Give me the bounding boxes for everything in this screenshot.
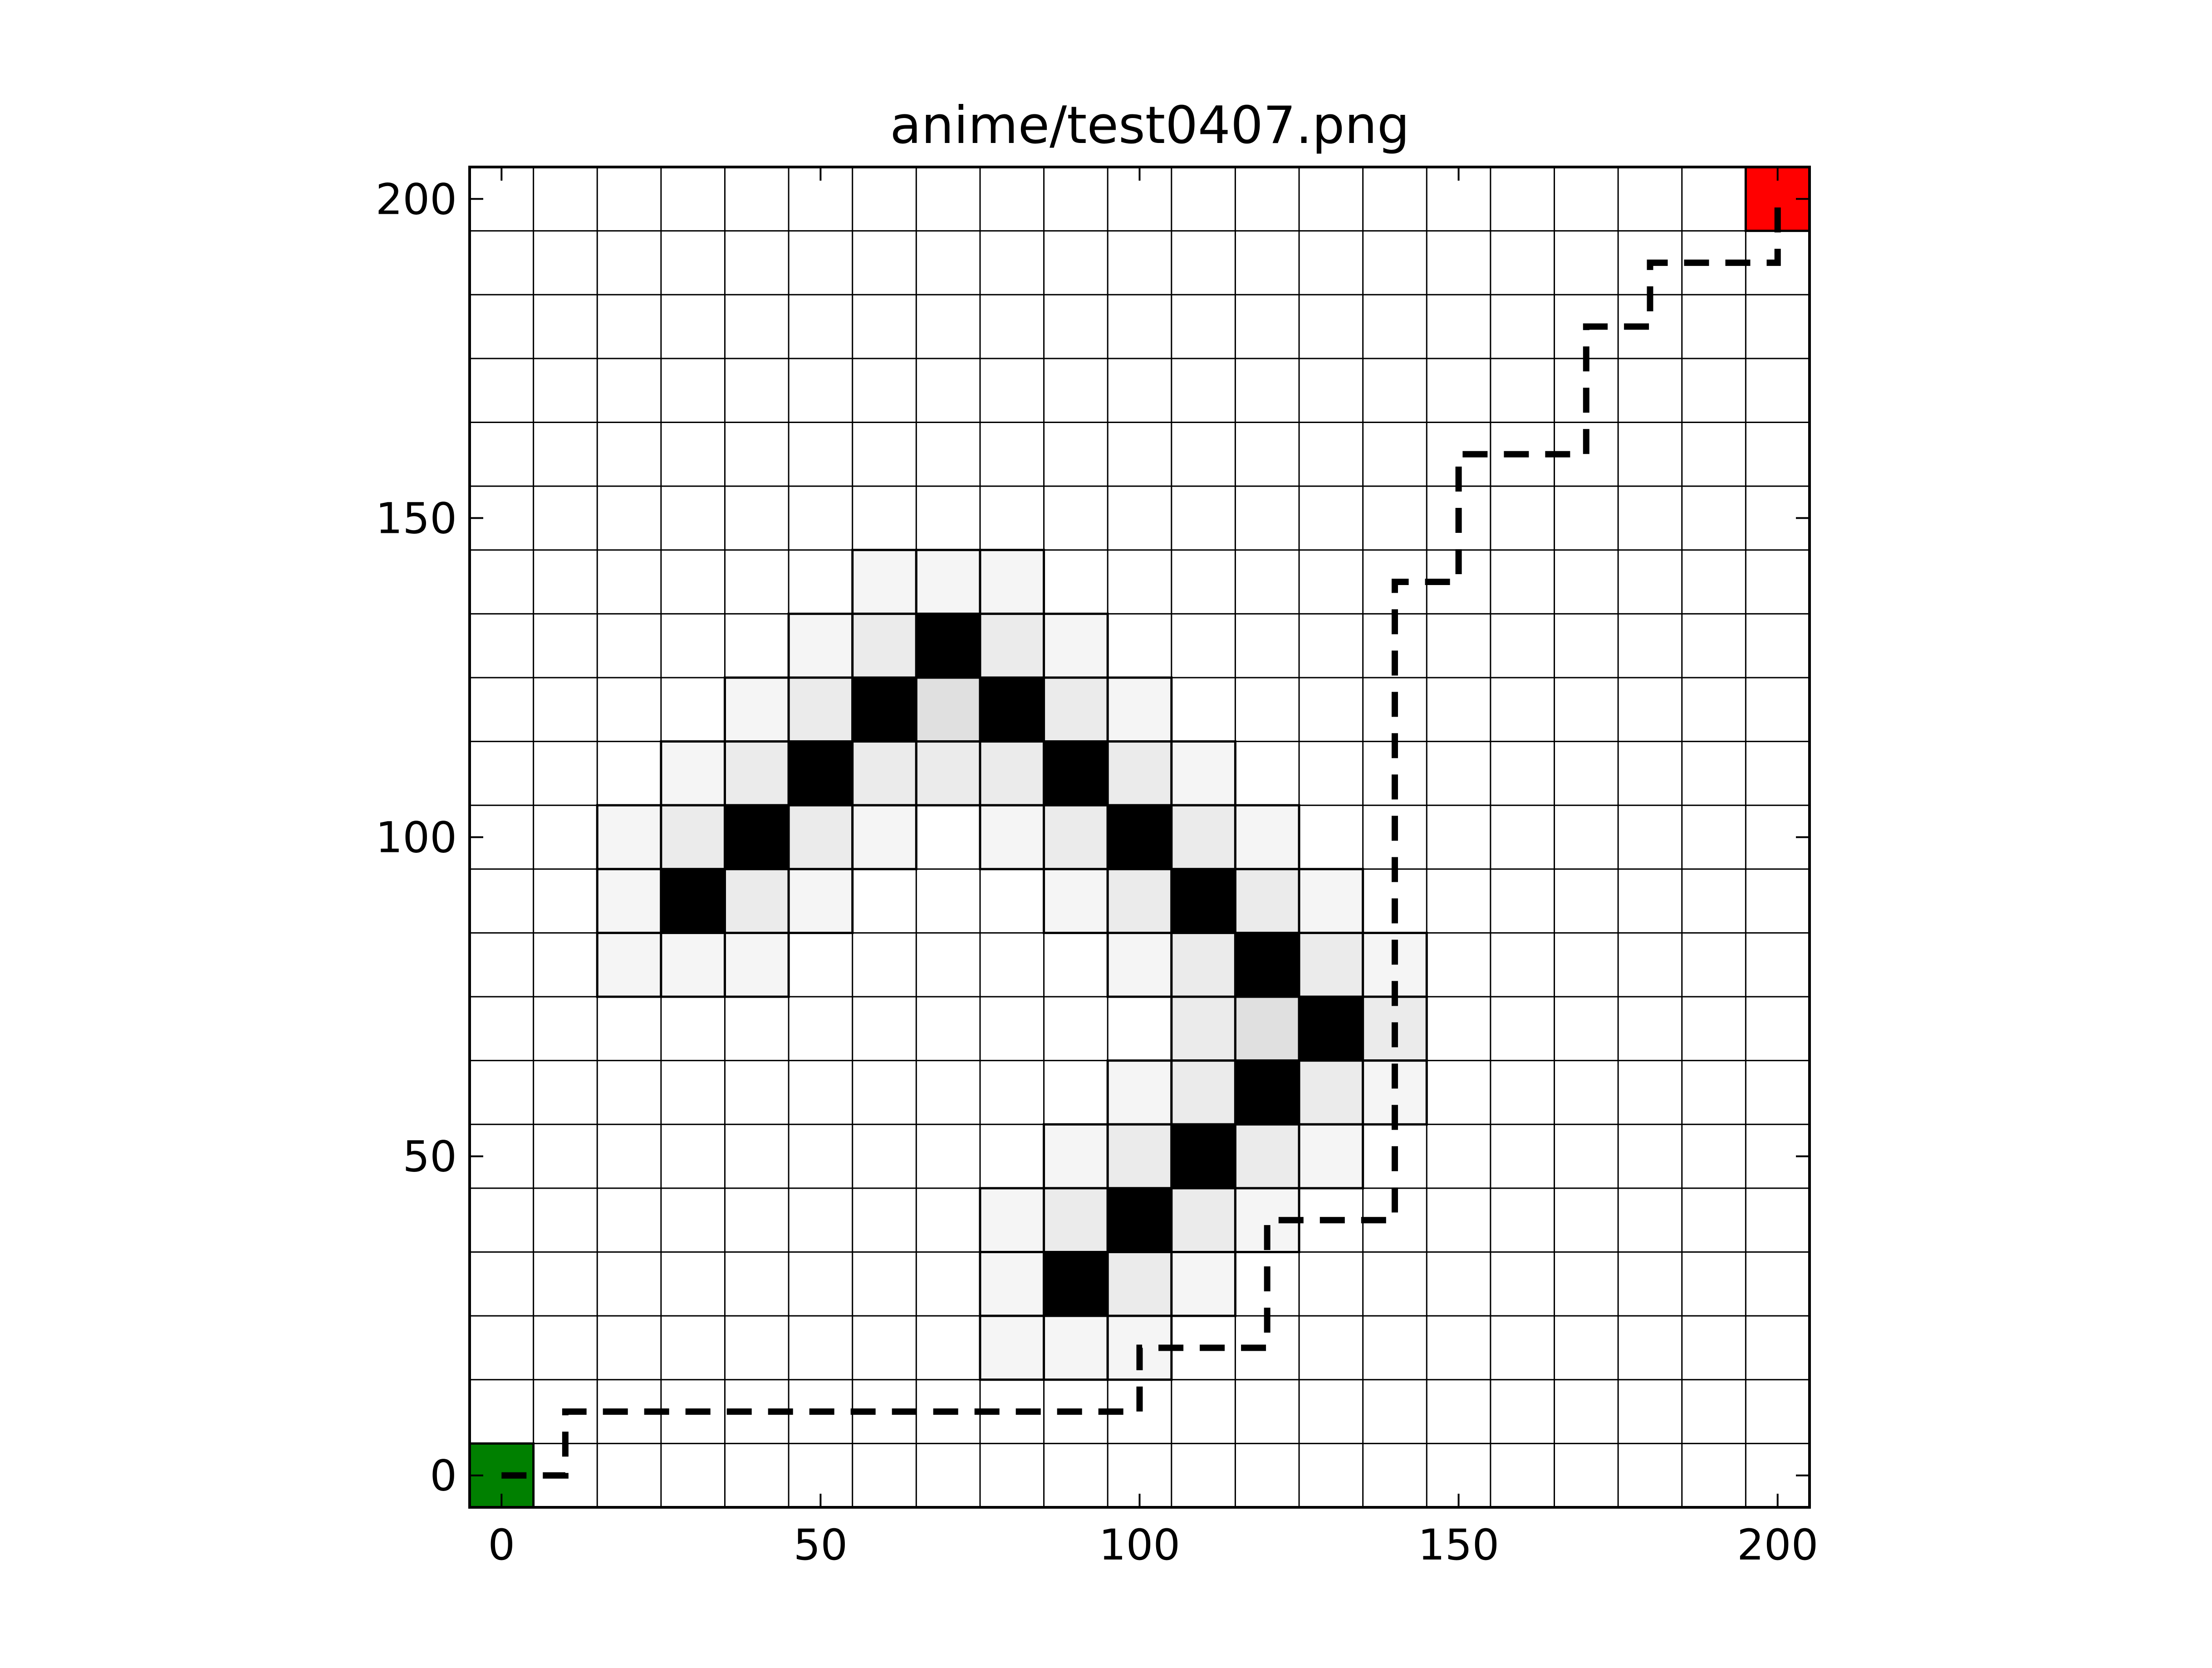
heatmap-cell: [1043, 676, 1109, 743]
heatmap-cell: [1043, 1123, 1109, 1190]
heatmap-cell: [1298, 1123, 1364, 1190]
heatmap-cell: [1106, 868, 1173, 934]
heatmap-cell: [596, 804, 662, 871]
y-tick-label: 0: [430, 1452, 457, 1501]
y-tick-label: 100: [376, 813, 457, 863]
heatmap-cell: [979, 1187, 1045, 1254]
heatmap-cell: [787, 740, 854, 807]
heatmap-cell: [723, 804, 790, 871]
heatmap-cell: [979, 804, 1045, 871]
heatmap-cell: [1106, 804, 1173, 871]
heatmap-cell: [723, 740, 790, 807]
heatmap-cell: [979, 676, 1045, 743]
heatmap-cell: [660, 931, 726, 998]
heatmap-cell: [1170, 1251, 1236, 1317]
heatmap-cell: [596, 868, 662, 934]
heatmap-cell: [1298, 1059, 1364, 1126]
heatmap-cell: [1234, 868, 1300, 934]
heatmap-cell: [851, 549, 917, 615]
heatmap-cell: [787, 612, 854, 679]
heatmap-cell: [660, 740, 726, 807]
heatmap-cell: [1170, 740, 1236, 807]
heatmap-cell: [723, 931, 790, 998]
heatmap-cell: [915, 676, 981, 743]
heatmap-cell: [915, 612, 981, 679]
plot-area: 0 50 100 150 200 0 50 100 150 200: [376, 166, 1818, 1570]
y-tick-label: 150: [376, 494, 457, 543]
heatmap-cell: [915, 740, 981, 807]
heatmap-cell: [1234, 1123, 1300, 1190]
path-line: [501, 199, 1781, 1479]
heatmap-cell: [1106, 676, 1173, 743]
heatmap-cell: [1170, 1187, 1236, 1254]
heatmap-cell: [1170, 1123, 1236, 1190]
x-tick-label: 0: [488, 1520, 515, 1570]
heatmap-cell: [1234, 931, 1300, 998]
heatmap-cell: [1043, 612, 1109, 679]
heatmap-cell: [851, 740, 917, 807]
heatmap-cell: [979, 1314, 1045, 1381]
x-tick-label: 200: [1737, 1520, 1818, 1570]
heatmap-cell: [1106, 931, 1173, 998]
x-tick-label: 100: [1099, 1520, 1180, 1570]
heatmap-cell: [851, 612, 917, 679]
x-tick-label: 50: [794, 1520, 848, 1570]
heatmap-cell: [1043, 1251, 1109, 1317]
heatmap-cell: [1170, 868, 1236, 934]
heatmap-cell: [723, 868, 790, 934]
heatmap-cell: [851, 676, 917, 743]
heatmap-cell: [596, 931, 662, 998]
heatmap-cell: [723, 676, 790, 743]
heatmap-cell: [851, 804, 917, 871]
y-tick-label: 50: [402, 1132, 457, 1182]
heatmap-cell: [787, 676, 854, 743]
heatmap-cell: [1234, 804, 1300, 871]
heatmap-cell: [979, 1251, 1045, 1317]
heatmap-cell: [1106, 1123, 1173, 1190]
heatmap-cell: [1170, 931, 1236, 998]
heatmap-cell: [787, 868, 854, 934]
heatmap-cell: [979, 612, 1045, 679]
heatmap-cell: [660, 868, 726, 934]
heatmap-cell: [1043, 868, 1109, 934]
heatmap-cell: [915, 549, 981, 615]
heatmap-cell: [1043, 1314, 1109, 1381]
heatmap-cell: [1106, 1187, 1173, 1254]
heatmap-cell: [1170, 1059, 1236, 1126]
heatmap-cell: [1106, 740, 1173, 807]
heatmap-cell: [787, 804, 854, 871]
y-tick-label: 200: [376, 175, 457, 224]
chart-title: anime/test0407.png: [890, 95, 1410, 155]
heatmap-cell: [1106, 1059, 1173, 1126]
heatmap-cell: [1298, 995, 1364, 1062]
heatmap-cell: [979, 740, 1045, 807]
heatmap-cell: [1234, 1059, 1300, 1126]
x-tick-label: 150: [1418, 1520, 1499, 1570]
heatmap-cell: [1043, 740, 1109, 807]
heatmap-cell: [1043, 1187, 1109, 1254]
heatmap-cell: [1298, 931, 1364, 998]
heatmap-cell: [660, 804, 726, 871]
heatmap-cell: [1170, 804, 1236, 871]
heatmap-cell: [1234, 995, 1300, 1062]
heatmap-cell: [1170, 995, 1236, 1062]
heatmap-cell: [1043, 804, 1109, 871]
heatmap-cell: [1106, 1251, 1173, 1317]
heatmap-cell: [1298, 868, 1364, 934]
heatmap-cell: [979, 549, 1045, 615]
